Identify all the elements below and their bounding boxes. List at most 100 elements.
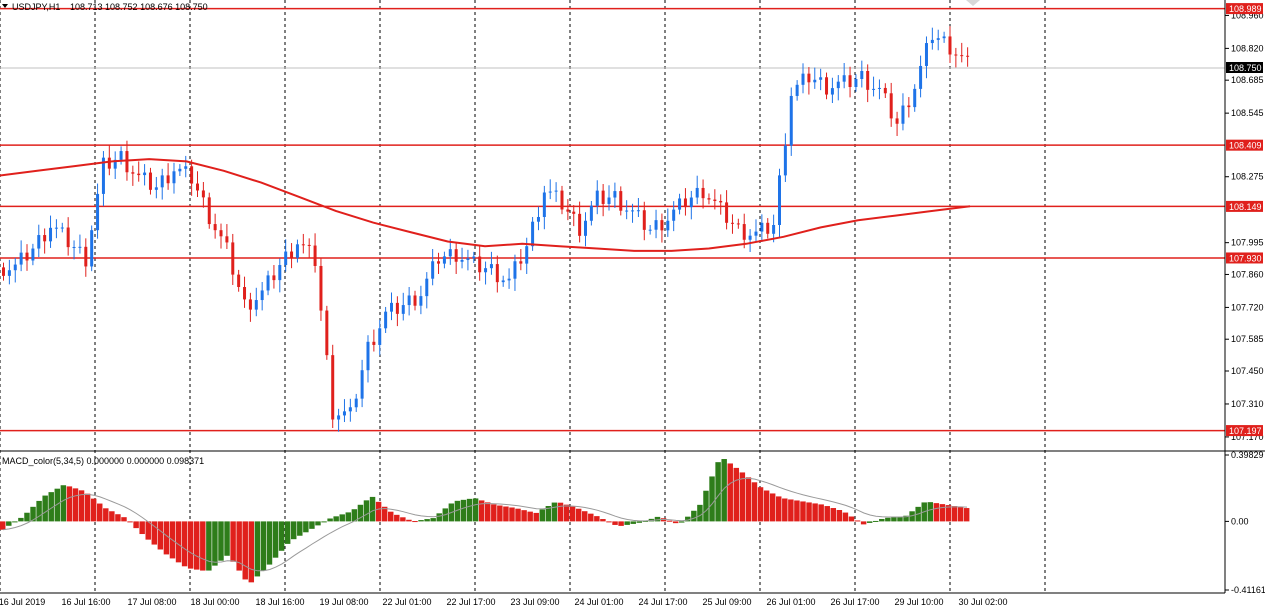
macd-bar <box>187 521 194 569</box>
level-tag-label: 107.930 <box>1229 253 1262 263</box>
macd-bar <box>812 503 818 522</box>
macd-bar <box>418 520 424 522</box>
macd-bar <box>563 504 570 522</box>
svg-text:108.750: 108.750 <box>1229 63 1262 73</box>
macd-bar <box>963 508 970 522</box>
bull-candle <box>919 55 923 98</box>
bull-candle <box>284 239 288 272</box>
bear-candle <box>131 165 135 186</box>
macd-bar <box>24 512 30 522</box>
time-label: 26 Jul 17:00 <box>830 597 879 607</box>
level-tag <box>1226 200 1263 212</box>
macd-bar <box>206 521 212 571</box>
ohlc-readout: 108.713 108.752 108.676 108.750 <box>70 2 208 12</box>
bear-candle <box>25 244 29 271</box>
macd-bar <box>945 505 952 522</box>
candlesticks <box>2 26 970 432</box>
chart-header: USDJPY,H1 108.713 108.752 108.676 108.75… <box>2 2 208 12</box>
macd-bar <box>303 521 309 533</box>
macd-bar <box>782 498 788 522</box>
bear-candle <box>395 296 399 327</box>
time-label: 16 Jul 2019 <box>0 597 45 607</box>
level-tag <box>1226 425 1263 437</box>
bull-candle <box>860 60 864 88</box>
dropdown-arrow-icon[interactable] <box>2 4 8 8</box>
macd-bar <box>515 508 521 522</box>
macd-bar <box>939 504 946 522</box>
bull-candle <box>489 251 493 275</box>
bear-candle <box>290 243 294 269</box>
bull-candle <box>178 164 182 177</box>
macd-bar <box>406 519 412 522</box>
macd-bar <box>181 521 188 567</box>
bull-candle <box>360 359 364 408</box>
bear-candle <box>478 246 482 281</box>
bull-candle <box>631 203 635 223</box>
vertical-grid <box>0 0 1046 593</box>
bull-candle <box>442 251 446 269</box>
bull-candle <box>936 29 940 51</box>
macd-bar <box>66 486 73 522</box>
macd-bar <box>375 501 382 522</box>
bull-candle <box>819 68 823 91</box>
time-label: 17 Jul 08:00 <box>127 597 176 607</box>
macd-bar <box>333 516 339 522</box>
macd-bar <box>539 509 546 522</box>
macd-bar <box>357 504 364 522</box>
macd-bar <box>703 490 709 522</box>
macd-bar <box>727 463 733 522</box>
macd-bar <box>363 500 370 522</box>
macd-bar <box>873 520 879 522</box>
bull-candle <box>531 216 535 251</box>
bear-candle <box>219 223 223 249</box>
macd-bar <box>121 517 127 522</box>
bull-candle <box>419 285 423 315</box>
bull-candle <box>942 31 946 43</box>
bear-candle <box>742 213 746 249</box>
bear-candle <box>66 217 70 256</box>
bull-candle <box>60 222 64 233</box>
macd-bar <box>842 512 849 522</box>
bull-candle <box>354 393 358 412</box>
time-axis: 16 Jul 2019 16 Jul 16:00 17 Jul 08:00 18 Ju… <box>0 597 1008 607</box>
level-tag <box>1226 3 1263 15</box>
macd-bar <box>860 521 867 525</box>
bear-candle <box>437 252 441 274</box>
bear-candle <box>137 161 141 182</box>
macd-bar <box>127 521 133 523</box>
bear-candle <box>725 190 729 230</box>
macd-bar <box>272 521 279 558</box>
macd-bar <box>115 514 121 522</box>
bull-candle <box>448 238 452 265</box>
current-price-tag: 108.750 <box>1226 62 1263 73</box>
macd-bar <box>42 495 48 522</box>
bear-candle <box>225 224 229 250</box>
bull-candle <box>78 234 82 254</box>
macd-bar <box>381 506 388 522</box>
macd-bar <box>642 520 649 522</box>
bull-candle <box>337 408 341 432</box>
bear-candle <box>2 262 5 281</box>
bear-candle <box>719 194 723 215</box>
bull-candle <box>54 219 58 239</box>
macd-bar <box>230 521 236 562</box>
time-label: 22 Jul 17:00 <box>446 597 495 607</box>
macd-bar <box>297 521 303 536</box>
price-tick-label: 107.720 <box>1231 302 1264 312</box>
scroll-marker-icon[interactable] <box>966 0 980 6</box>
price-axis: 108.960 108.820 108.685 108.545 108.275 107.9… <box>1225 10 1264 442</box>
macd-bar <box>12 521 18 523</box>
bear-candle <box>707 193 711 205</box>
macd-bar <box>545 506 552 522</box>
bull-candle <box>390 292 393 321</box>
macd-bar <box>885 517 891 522</box>
macd-bar <box>824 506 830 522</box>
macd-bar <box>139 521 145 535</box>
macd-bar <box>36 500 42 522</box>
bear-candle <box>601 184 605 217</box>
bull-candle <box>96 183 100 239</box>
macd-bar <box>224 521 230 556</box>
bull-candle <box>278 258 282 293</box>
bull-candle <box>37 224 41 258</box>
